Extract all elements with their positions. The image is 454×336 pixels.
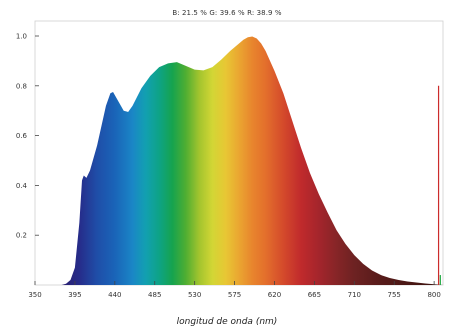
y-tick-label: 0.6 — [16, 132, 28, 140]
x-tick-label: 575 — [228, 291, 241, 299]
x-tick-label: 710 — [348, 291, 361, 299]
y-tick-label: 1.0 — [16, 33, 27, 41]
x-tick-label: 665 — [308, 291, 321, 299]
x-axis-label: longitud de onda (nm) — [176, 317, 278, 327]
x-tick-label: 395 — [68, 291, 81, 299]
x-tick-label: 755 — [388, 291, 401, 299]
x-tick-label: 350 — [28, 291, 41, 299]
y-tick-label: 0.4 — [16, 182, 28, 190]
x-tick-label: 530 — [188, 291, 201, 299]
x-tick-label: 440 — [108, 291, 121, 299]
y-tick-label: 0.8 — [16, 82, 27, 90]
color-ratio-stats: B: 21.5 % G: 39.6 % R: 38.9 % — [172, 9, 282, 17]
x-tick-label: 620 — [268, 291, 281, 299]
spectrum-area — [35, 36, 443, 285]
x-tick-label: 800 — [427, 291, 440, 299]
x-tick-label: 485 — [148, 291, 161, 299]
y-tick-label: 0.2 — [16, 232, 27, 240]
